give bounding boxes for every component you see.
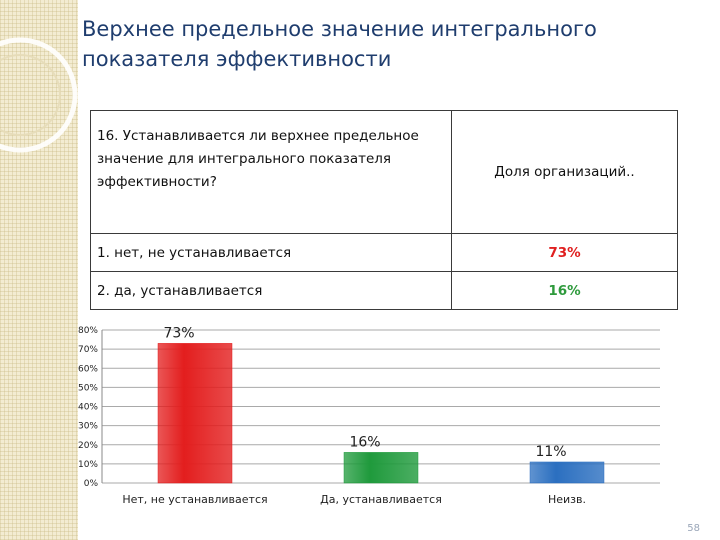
y-tick-label: 0% bbox=[84, 479, 99, 489]
decorative-circles bbox=[0, 37, 78, 153]
bar-chart: 0% 10% 20% 30% 40% 50% 60% 70% 80% 73% Нет, не уст… bbox=[78, 325, 660, 506]
row-value: 73% bbox=[451, 233, 678, 272]
x-tick-label: Нет, не устанавливается bbox=[122, 493, 267, 506]
data-label: 11% bbox=[535, 444, 566, 460]
bar bbox=[343, 452, 419, 484]
row-value: 16% bbox=[451, 271, 678, 310]
column-header: Доля организаций.. bbox=[451, 110, 678, 234]
data-label: 73% bbox=[163, 325, 194, 341]
page-title: Верхнее предельное значение интегральног… bbox=[82, 17, 597, 71]
row-label: 2. да, устанавливается bbox=[90, 271, 452, 310]
y-tick-label: 80% bbox=[78, 326, 98, 336]
y-tick-label: 70% bbox=[78, 345, 98, 355]
bar bbox=[529, 461, 605, 484]
x-tick-label: Неизв. bbox=[548, 493, 586, 506]
data-label: 16% bbox=[349, 434, 380, 450]
y-tick-label: 50% bbox=[78, 383, 98, 393]
table-row: 1. нет, не устанавливается 73% bbox=[90, 233, 678, 272]
row-label: 1. нет, не устанавливается bbox=[90, 233, 452, 272]
y-tick-label: 40% bbox=[78, 403, 98, 413]
y-tick-label: 30% bbox=[78, 422, 98, 432]
page-number: 58 bbox=[687, 523, 700, 534]
y-tick-label: 60% bbox=[78, 364, 98, 374]
y-tick-label: 10% bbox=[78, 460, 98, 470]
x-tick-label: Да, устанавливается bbox=[320, 493, 442, 506]
table-header-row: 16. Устанавливается ли верхнее предельно… bbox=[90, 110, 678, 234]
question-table: 16. Устанавливается ли верхнее предельно… bbox=[90, 110, 678, 310]
table-row: 2. да, устанавливается 16% bbox=[90, 271, 678, 310]
question-text: 16. Устанавливается ли верхнее предельно… bbox=[90, 110, 452, 234]
decorative-strip bbox=[0, 0, 78, 540]
bar bbox=[157, 343, 233, 484]
y-tick-label: 20% bbox=[78, 441, 98, 451]
